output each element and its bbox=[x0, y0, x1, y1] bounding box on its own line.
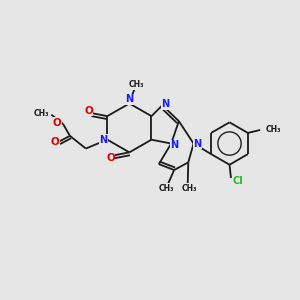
Text: CH₃: CH₃ bbox=[34, 109, 49, 118]
Text: O: O bbox=[51, 137, 60, 147]
Text: N: N bbox=[125, 94, 134, 104]
Text: CH₃: CH₃ bbox=[128, 80, 144, 89]
Text: Cl: Cl bbox=[232, 176, 243, 186]
Text: N: N bbox=[161, 99, 170, 110]
Text: CH₃: CH₃ bbox=[158, 184, 174, 193]
Text: O: O bbox=[84, 106, 93, 116]
Text: CH₃: CH₃ bbox=[182, 184, 197, 193]
Text: CH₃: CH₃ bbox=[266, 125, 281, 134]
Text: O: O bbox=[106, 153, 115, 163]
Text: O: O bbox=[53, 118, 62, 128]
Text: N: N bbox=[99, 135, 107, 145]
Text: N: N bbox=[170, 140, 178, 150]
Text: N: N bbox=[193, 139, 202, 148]
